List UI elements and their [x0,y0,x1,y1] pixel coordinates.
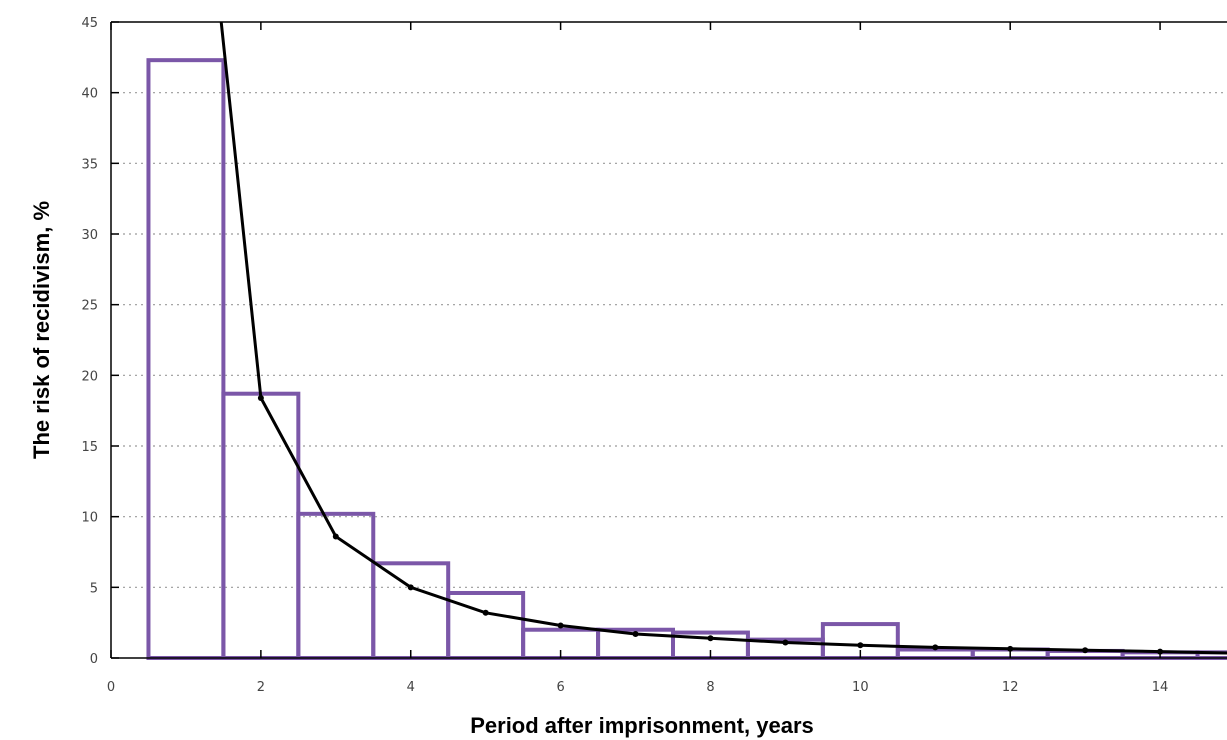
y-tick-label: 35 [81,157,98,172]
line-point [257,394,264,401]
y-tick-label: 20 [81,369,98,384]
bar [895,647,975,661]
x-tick-label: 14 [1152,680,1169,695]
bar [221,391,301,660]
line-point [482,609,489,616]
line-point [632,630,639,637]
x-tick-label: 2 [257,680,265,695]
ticks-layer: 0 2 4 6 8 10 12 14 0 5 10 15 20 25 30 35 40 45 [81,16,1168,695]
x-tick-label: 0 [107,680,115,695]
line-point [557,622,564,629]
bar [371,561,451,660]
line-point [782,639,789,646]
x-axis-title: Period after imprisonment, years [470,713,814,738]
line-point [332,533,339,540]
y-tick-label: 0 [90,652,98,667]
y-axis-title: The risk of recidivism, % [29,201,54,459]
x-tick-label: 10 [852,680,869,695]
line-point [1082,647,1089,654]
line-layer [219,21,1227,655]
y-tick-label: 15 [81,440,98,455]
axes-layer [110,21,1227,659]
bar [146,58,226,661]
y-tick-label: 5 [90,581,98,596]
x-tick-label: 12 [1002,680,1019,695]
grid-layer [111,92,1227,588]
line-point [1007,645,1014,652]
x-tick-label: 6 [556,680,564,695]
line-point [857,642,864,649]
y-tick-label: 30 [81,228,98,243]
bar [1195,650,1227,661]
x-tick-label: 4 [407,680,415,695]
line-point [932,644,939,651]
line-point [407,584,414,591]
y-tick-label: 25 [81,299,98,314]
x-tick-label: 8 [706,680,714,695]
y-tick-label: 10 [81,511,98,526]
bars-layer [146,58,1227,661]
y-tick-label: 40 [81,87,98,102]
line-point [707,635,714,642]
y-tick-label: 45 [81,16,98,31]
